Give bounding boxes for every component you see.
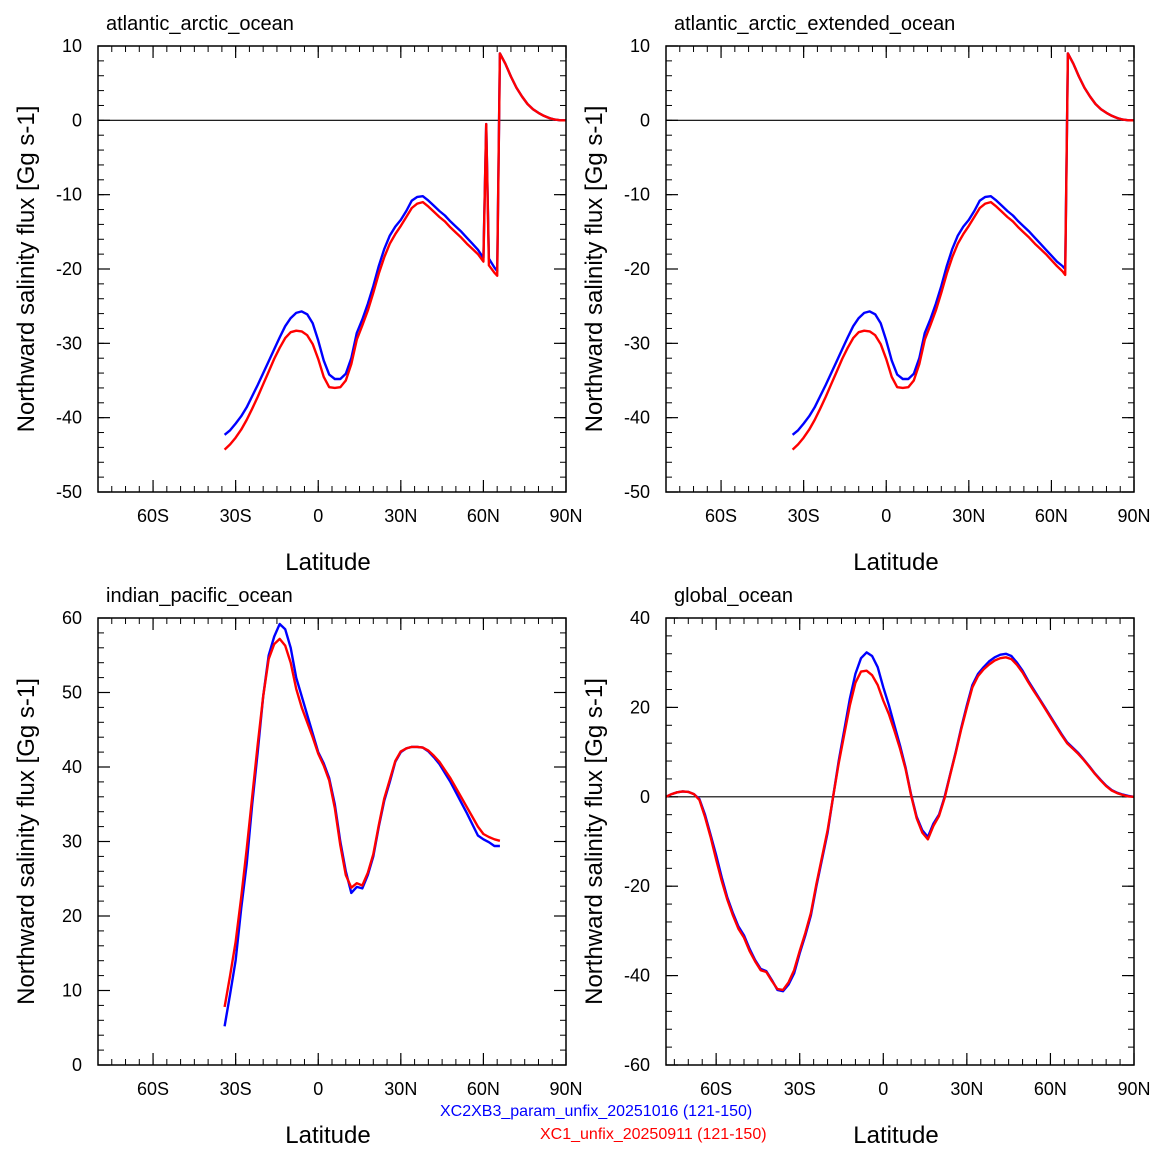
chart-panel-3: global_ocean 60S 30S 0 30N 60N 90N -60 -40 -20 0 20… — [581, 585, 1151, 1149]
plot-frame — [97, 45, 567, 493]
series-line-1 — [666, 656, 1134, 992]
series-line-1 — [223, 52, 566, 451]
y-tick-label: -10 — [56, 185, 82, 205]
series-line-0 — [666, 651, 1134, 993]
x-tick-label: 30N — [950, 1079, 983, 1099]
y-tick-label: -10 — [624, 185, 650, 205]
x-tick-label: 0 — [881, 506, 891, 526]
y-tick-label: 20 — [62, 906, 82, 926]
y-tick-label: -30 — [624, 333, 650, 353]
y-tick-label: 10 — [62, 981, 82, 1001]
plot-frame — [665, 45, 1135, 493]
y-tick-label: -50 — [624, 482, 650, 502]
chart-title: indian_pacific_ocean — [106, 585, 293, 607]
y-tick-label: 40 — [630, 608, 650, 628]
x-axis-label: Latitude — [853, 549, 938, 576]
y-tick-label: 10 — [62, 36, 82, 56]
y-tick-label: 30 — [62, 832, 82, 852]
y-tick-label: -40 — [624, 966, 650, 986]
y-axis-label: Northward salinity flux [Gg s-1] — [13, 678, 40, 1005]
x-tick-label: 60S — [137, 1079, 169, 1099]
y-tick-label: 20 — [630, 697, 650, 717]
x-tick-label: 30S — [788, 506, 820, 526]
x-tick-label: 90N — [549, 1079, 582, 1099]
y-tick-label: -40 — [56, 408, 82, 428]
series-line-0 — [223, 52, 566, 436]
y-tick-label: -20 — [624, 876, 650, 896]
x-tick-label: 30N — [952, 506, 985, 526]
y-tick-label: -40 — [624, 408, 650, 428]
x-tick-label: 30S — [784, 1079, 816, 1099]
y-tick-label: 0 — [72, 1055, 82, 1075]
y-tick-label: -60 — [624, 1055, 650, 1075]
x-tick-label: 30N — [384, 1079, 417, 1099]
x-tick-label: 60N — [467, 1079, 500, 1099]
x-tick-label: 0 — [313, 1079, 323, 1099]
y-axis-label: Northward salinity flux [Gg s-1] — [13, 106, 40, 433]
x-tick-label: 60N — [467, 506, 500, 526]
series-line-1 — [223, 637, 501, 1008]
x-axis-label: Latitude — [285, 549, 370, 576]
y-tick-label: 60 — [62, 608, 82, 628]
y-tick-label: -20 — [624, 259, 650, 279]
x-tick-label: 30S — [220, 1079, 252, 1099]
chart-panel-0: atlantic_arctic_ocean 60S 30S 0 30N 60N 90N -50… — [13, 13, 583, 576]
y-axis-label: Northward salinity flux [Gg s-1] — [581, 678, 608, 1005]
x-tick-label: 30S — [220, 506, 252, 526]
y-tick-label: 0 — [72, 110, 82, 130]
x-tick-label: 60S — [705, 506, 737, 526]
x-tick-label: 30N — [384, 506, 417, 526]
plot-frame — [97, 617, 567, 1066]
y-tick-label: 40 — [62, 757, 82, 777]
x-tick-label: 90N — [1117, 506, 1150, 526]
y-tick-label: -50 — [56, 482, 82, 502]
y-tick-label: -20 — [56, 259, 82, 279]
y-tick-label: 0 — [640, 787, 650, 807]
x-tick-label: 60N — [1034, 1079, 1067, 1099]
series-line-0 — [223, 622, 500, 1027]
x-tick-label: 0 — [878, 1079, 888, 1099]
x-axis-label: Latitude — [853, 1122, 938, 1149]
x-axis-label: Latitude — [285, 1122, 370, 1149]
chart-title: atlantic_arctic_extended_ocean — [674, 13, 955, 35]
legend-entry-1: XC1_unfix_20250911 (121-150) — [540, 1126, 767, 1143]
x-tick-label: 60S — [700, 1079, 732, 1099]
y-axis-label: Northward salinity flux [Gg s-1] — [581, 106, 608, 433]
y-tick-label: -30 — [56, 333, 82, 353]
legend-entry-0: XC2XB3_param_unfix_20251016 (121-150) — [440, 1103, 753, 1120]
plot-frame — [665, 617, 1135, 1066]
y-tick-label: 0 — [640, 110, 650, 130]
x-tick-label: 90N — [1117, 1079, 1150, 1099]
chart-title: atlantic_arctic_ocean — [106, 13, 294, 35]
chart-title: global_ocean — [674, 585, 793, 607]
x-tick-label: 90N — [549, 506, 582, 526]
x-tick-label: 60S — [137, 506, 169, 526]
chart-panel-2: indian_pacific_ocean 60S 30S 0 30N 60N 90N 0 10 2… — [13, 585, 583, 1149]
chart-panel-1: atlantic_arctic_extended_ocean 60S 30S 0 30N… — [581, 13, 1151, 576]
series-line-0 — [791, 52, 1134, 436]
y-tick-label: 50 — [62, 683, 82, 703]
y-tick-label: 10 — [630, 36, 650, 56]
series-line-1 — [791, 52, 1134, 451]
x-tick-label: 0 — [313, 506, 323, 526]
x-tick-label: 60N — [1035, 506, 1068, 526]
